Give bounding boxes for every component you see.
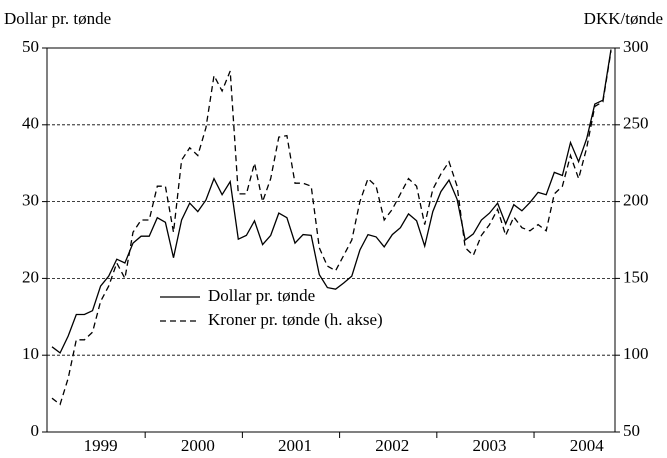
legend-label: Kroner pr. tønde (h. akse) xyxy=(208,310,383,329)
y2-tick-label: 250 xyxy=(623,114,649,133)
y-tick-label: 50 xyxy=(22,37,39,56)
x-tick-label: 2001 xyxy=(278,436,312,455)
y-tick-label: 20 xyxy=(22,267,39,286)
x-tick-label: 2003 xyxy=(472,436,506,455)
y-tick-label: 30 xyxy=(22,191,39,210)
y2-tick-label: 50 xyxy=(623,421,640,440)
legend-label: Dollar pr. tønde xyxy=(208,286,315,305)
x-tick-label: 2004 xyxy=(570,436,605,455)
y2-tick-label: 100 xyxy=(623,344,649,363)
x-tick-label: 2000 xyxy=(181,436,215,455)
x-tick-label: 2002 xyxy=(375,436,409,455)
y-axis-label: Dollar pr. tønde xyxy=(4,9,111,28)
y2-axis-label: DKK/tønde xyxy=(584,9,663,28)
x-tick-label: 1999 xyxy=(84,436,118,455)
y2-tick-label: 300 xyxy=(623,37,649,56)
series-line xyxy=(51,50,612,406)
y-tick-label: 0 xyxy=(31,421,40,440)
series-line xyxy=(51,49,612,354)
y-tick-label: 10 xyxy=(22,344,39,363)
y2-tick-label: 150 xyxy=(623,267,649,286)
legend: Dollar pr. tønde Kroner pr. tønde (h. aks… xyxy=(160,286,383,329)
y2-tick-label: 200 xyxy=(623,191,649,210)
plot-frame xyxy=(46,47,616,433)
y-tick-label: 40 xyxy=(22,114,39,133)
